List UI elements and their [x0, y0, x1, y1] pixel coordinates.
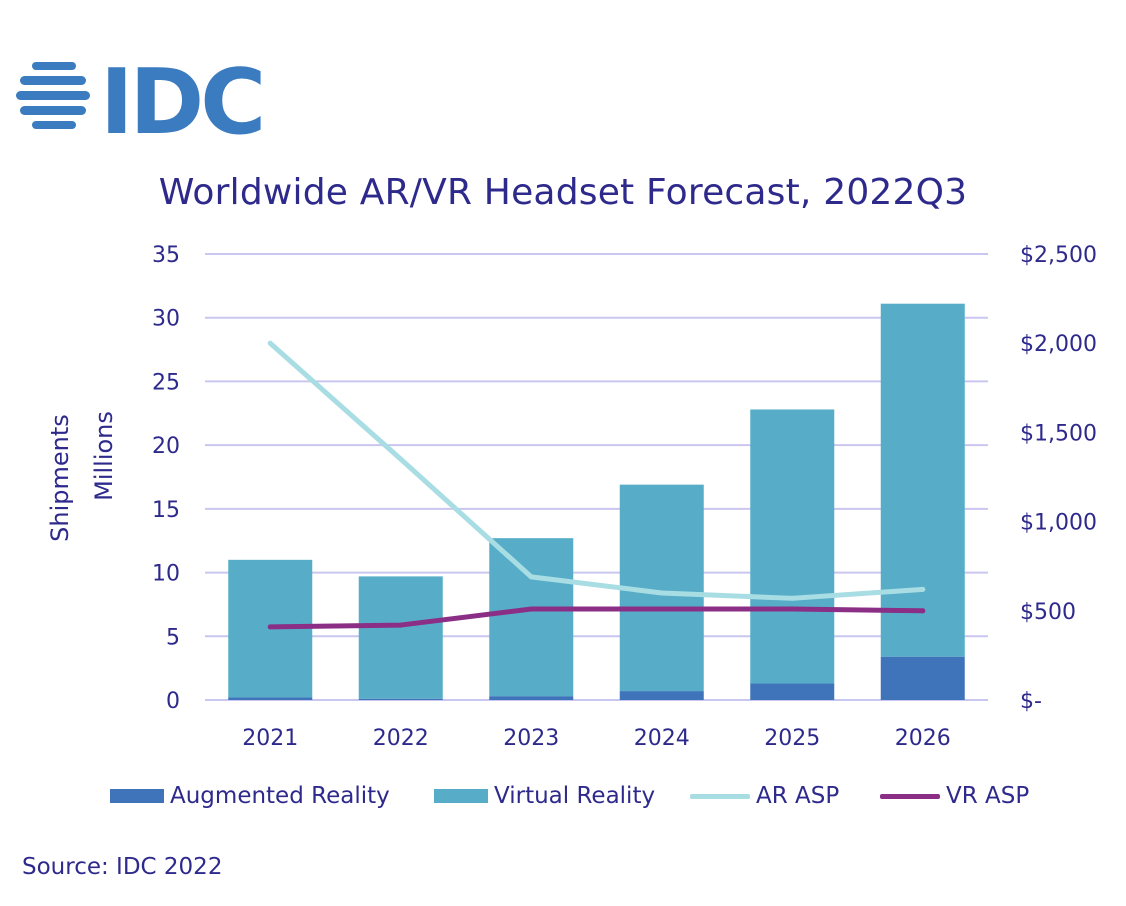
y-axis-title-line1: Shipments — [46, 414, 74, 542]
point-vr-asp — [267, 624, 273, 630]
point-ar-asp — [528, 574, 534, 580]
y-tick-label: 25 — [152, 370, 180, 395]
y2-tick-label: $500 — [1020, 600, 1076, 625]
y2-tick-label: $- — [1020, 689, 1042, 714]
chart-title: Worldwide AR/VR Headset Forecast, 2022Q3 — [158, 172, 968, 213]
bar-vr — [489, 538, 574, 697]
line-ar-asp — [267, 340, 926, 601]
point-ar-asp — [659, 590, 665, 596]
legend-label-vr: Virtual Reality — [494, 783, 656, 809]
y-tick-label: 20 — [152, 434, 180, 459]
y-tick-label: 5 — [166, 625, 180, 650]
y2-tick-label: $2,000 — [1020, 332, 1097, 357]
bar-ar — [750, 683, 835, 700]
point-vr-asp — [398, 622, 404, 628]
bar-ar — [228, 697, 313, 700]
line-vr-asp — [267, 606, 926, 630]
legend-augmented-reality: Augmented Reality — [110, 780, 390, 812]
legend-label-vr-asp: VR ASP — [946, 783, 1030, 809]
legend-swatch-ar — [110, 789, 164, 803]
source-note: Source: IDC 2022 — [22, 854, 223, 880]
y-tick-label: 15 — [152, 498, 180, 523]
y-tick-label: 0 — [166, 689, 180, 714]
legend-line-ar-asp — [690, 793, 750, 799]
x-tick-label: 2022 — [373, 726, 429, 751]
bar-ar — [880, 656, 965, 700]
logo-wordmark: IDC — [100, 50, 262, 150]
bar-vr — [750, 409, 835, 684]
x-tick-label: 2024 — [634, 726, 690, 751]
point-ar-asp — [789, 595, 795, 601]
legend-line-vr-asp — [880, 793, 940, 799]
point-ar-asp — [398, 456, 404, 462]
x-tick-label: 2026 — [895, 726, 951, 751]
idc-logo: IDC — [16, 50, 266, 150]
y-tick-label: 30 — [152, 307, 180, 332]
legend-label-ar-asp: AR ASP — [756, 783, 840, 809]
y2-tick-label: $1,000 — [1020, 511, 1097, 536]
legend-virtual-reality: Virtual Reality — [434, 780, 655, 812]
y-axis-title-line2: Millions — [90, 411, 118, 501]
legend-vr-asp: VR ASP — [880, 780, 1029, 812]
x-tick-label: 2025 — [764, 726, 820, 751]
point-vr-asp — [528, 606, 534, 612]
point-vr-asp — [920, 608, 926, 614]
y2-tick-label: $2,500 — [1020, 243, 1097, 268]
globe-icon — [16, 62, 90, 129]
y-tick-label: 35 — [152, 243, 180, 268]
bar-ar — [489, 696, 574, 700]
y-tick-label: 10 — [152, 562, 180, 587]
legend-ar-asp: AR ASP — [690, 780, 839, 812]
point-vr-asp — [659, 606, 665, 612]
point-ar-asp — [920, 586, 926, 592]
bar-vr — [358, 576, 443, 699]
x-tick-label: 2023 — [503, 726, 559, 751]
point-vr-asp — [789, 606, 795, 612]
bar-ar — [358, 698, 443, 700]
x-tick-label: 2021 — [242, 726, 298, 751]
bar-vr — [880, 303, 965, 657]
point-ar-asp — [267, 340, 273, 346]
bar-ar — [619, 691, 704, 700]
legend-swatch-vr — [434, 789, 488, 803]
y2-tick-label: $1,500 — [1020, 421, 1097, 446]
legend-label-ar: Augmented Reality — [170, 783, 390, 809]
